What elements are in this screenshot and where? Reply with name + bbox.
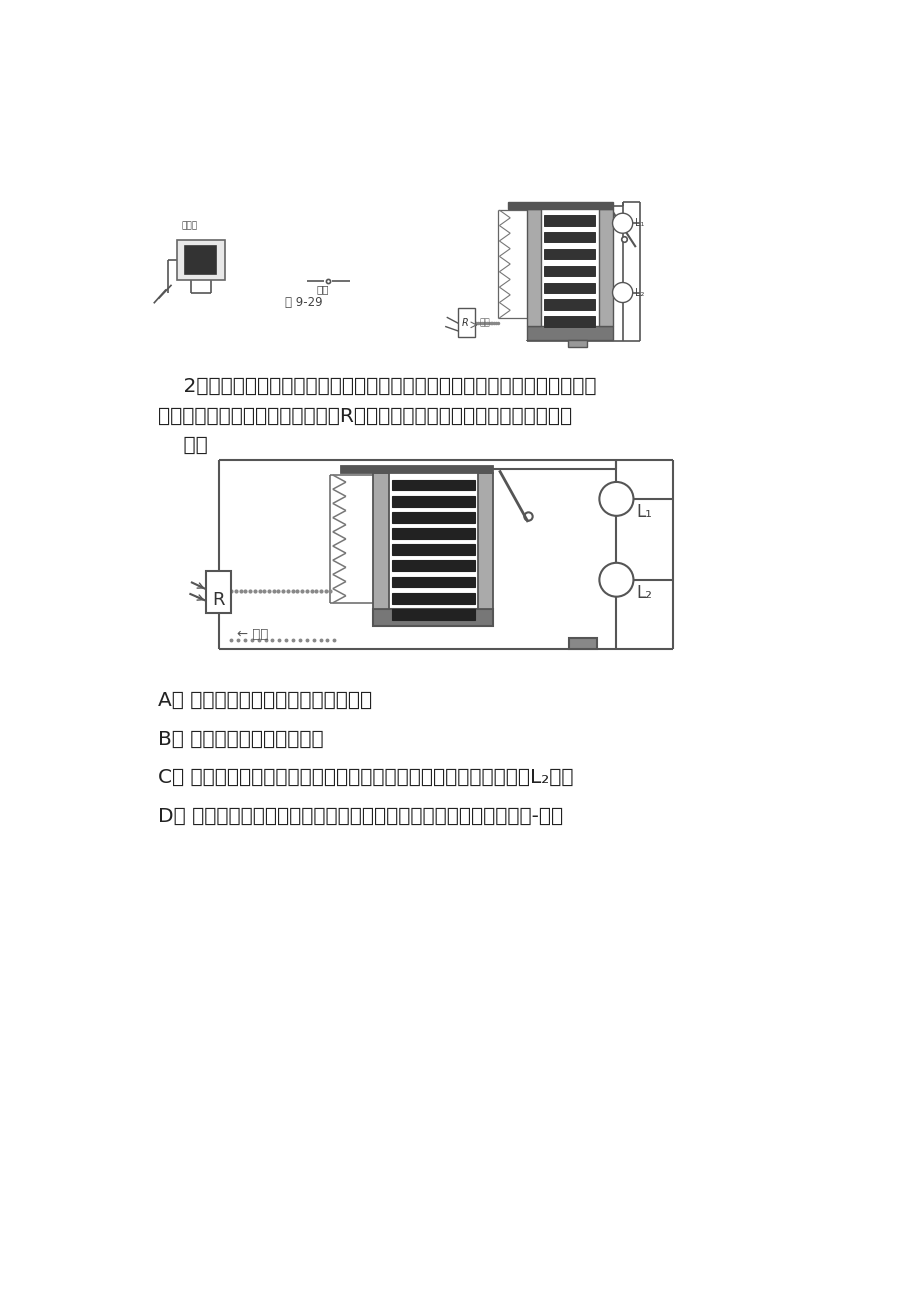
Bar: [391, 560, 474, 572]
Bar: [391, 512, 474, 523]
Bar: [544, 232, 595, 242]
Bar: [185, 246, 216, 273]
Bar: [391, 496, 474, 506]
Bar: [457, 309, 474, 337]
Bar: [391, 609, 474, 620]
Circle shape: [598, 482, 633, 516]
Bar: [544, 299, 595, 310]
Text: L₂: L₂: [636, 583, 652, 602]
Text: C、 当电阻减小到某特定值时，电磁铁的磁性增强足以吸引下衔铁，L₂发光: C、 当电阻减小到某特定值时，电磁铁的磁性增强足以吸引下衔铁，L₂发光: [157, 768, 573, 788]
Bar: [373, 609, 493, 626]
Text: L₁: L₁: [634, 219, 643, 228]
Bar: [544, 283, 595, 293]
Bar: [391, 592, 474, 604]
Bar: [544, 266, 595, 276]
Text: B、 电磁继电器控制电路断开: B、 电磁继电器控制电路断开: [157, 730, 323, 749]
Text: L₁: L₁: [636, 503, 652, 521]
Bar: [569, 638, 596, 648]
Bar: [340, 466, 493, 474]
Bar: [568, 340, 586, 348]
Circle shape: [598, 562, 633, 596]
Bar: [391, 577, 474, 587]
Text: 图 9-29: 图 9-29: [285, 296, 323, 309]
Bar: [527, 208, 540, 326]
Text: 2、如下图，用热敏电阻（受温度影响阻值会发生变化的电阻）和电磁继电器: 2、如下图，用热敏电阻（受温度影响阻值会发生变化的电阻）和电磁继电器: [157, 378, 596, 396]
Text: R: R: [461, 318, 468, 328]
Text: 胶磁阀: 胶磁阀: [181, 221, 198, 230]
Bar: [544, 316, 595, 327]
Text: （）: （）: [157, 436, 207, 454]
Text: A、 电磁继电器控制电路中的电流减小: A、 电磁继电器控制电路中的电流减小: [157, 691, 371, 711]
Bar: [544, 215, 595, 225]
Text: ← 电源: ← 电源: [237, 629, 268, 642]
Text: R: R: [211, 591, 224, 609]
Bar: [391, 479, 474, 491]
Bar: [206, 570, 231, 613]
Circle shape: [612, 283, 632, 302]
Text: L₂: L₂: [634, 288, 643, 298]
Bar: [477, 474, 493, 609]
Bar: [544, 249, 595, 259]
Text: D、 当电阻减小到某特定值时，电磁铁的磁性减弱使得衔铁能复位，-发光: D、 当电阻减小到某特定值时，电磁铁的磁性减弱使得衔铁能复位，-发光: [157, 807, 562, 825]
Bar: [176, 240, 225, 280]
Bar: [598, 208, 612, 326]
Bar: [391, 529, 474, 539]
Bar: [391, 544, 474, 555]
Bar: [527, 326, 612, 340]
Text: 组成的火警器的示意图，热敏电阻R受热后，其阻值会减小，将发生的变化是: 组成的火警器的示意图，热敏电阻R受热后，其阻值会减小，将发生的变化是: [157, 406, 571, 426]
Text: 电源: 电源: [316, 284, 329, 294]
Text: 电源: 电源: [479, 318, 490, 327]
Bar: [373, 474, 388, 609]
Circle shape: [612, 214, 632, 233]
Bar: [507, 202, 612, 208]
